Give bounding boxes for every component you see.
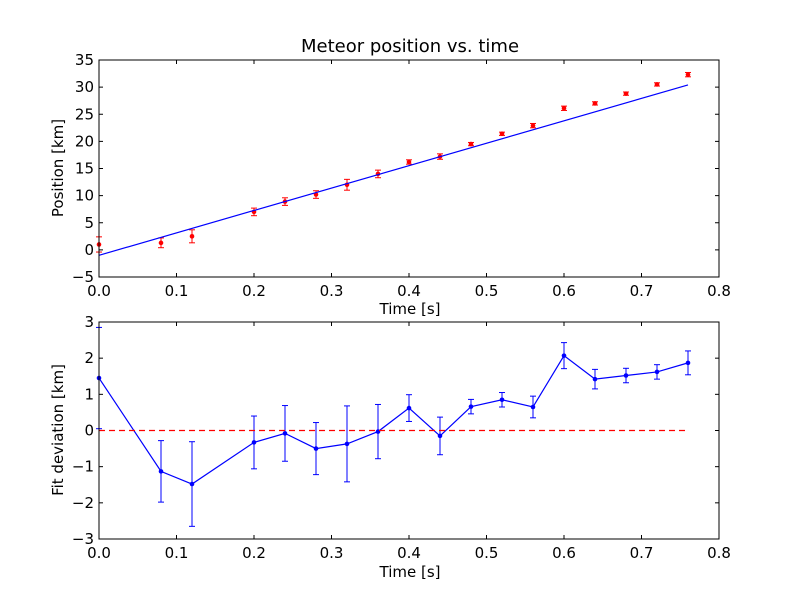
data-point [437,433,443,439]
data-point [561,105,567,111]
x-tick-label: 0.6 [552,544,576,562]
data-point [685,72,691,77]
data-point [623,373,629,378]
data-point [344,441,350,447]
x-tick-label: 0.5 [475,282,499,300]
y-tick-label: 35 [75,51,94,69]
data-point [251,440,257,445]
data-point [654,82,660,87]
y-tick-label: 10 [75,187,94,205]
x-tick-label: 0.0 [87,544,111,562]
data-point [592,376,598,382]
y-tick-label: −5 [72,268,94,286]
y-axis-label: Fit deviation [km] [49,364,67,496]
deviation-chart: Time [s] Fit deviation [km] 0.0 0.1 0.2 0.3… [49,313,731,581]
data-point [499,397,505,403]
deviation-line [98,354,689,485]
x-axis-label: Time [s] [379,300,441,318]
plot-frame [98,321,720,540]
y-tick-label: 1 [84,385,94,403]
data-point [282,431,288,436]
data-point [313,446,319,451]
y-tick-label: −2 [72,494,94,512]
x-tick-label: 0.8 [707,544,731,562]
y-tick-label: 25 [75,105,94,123]
x-tick-label: 0.2 [242,282,266,300]
data-point [499,131,505,137]
data-point [561,353,567,358]
fit-line [98,84,689,256]
chart-title: Meteor position vs. time [301,36,519,57]
data-point [468,404,474,409]
y-tick-label: 5 [84,214,94,232]
x-tick-label: 0.4 [397,544,421,562]
x-tick-label: 0.4 [397,282,421,300]
x-tick-label: 0.5 [475,544,499,562]
x-tick-label: 0.8 [707,282,731,300]
x-tick-label: 0.1 [165,544,189,562]
y-tick-label: −1 [72,458,94,476]
y-tick-label: 0 [84,241,94,259]
position-chart: Meteor position vs. time Time [s] Positi… [49,36,731,318]
y-axis-label: Position [km] [49,119,67,217]
x-tick-label: 0.1 [165,282,189,300]
data-point [189,234,195,239]
data-point [530,404,536,410]
data-point [623,91,629,96]
plot-frame [98,59,720,278]
data-point [406,159,412,165]
x-axis-label: Time [s] [379,563,441,581]
y-tick-label: 3 [84,313,94,331]
y-tick-label: −3 [72,530,94,548]
data-point [468,141,474,147]
data-point [158,240,164,246]
x-tick-label: 0.7 [630,544,654,562]
data-point [654,369,660,375]
data-point [158,469,164,474]
data-point [189,481,195,487]
y-tick-label: 30 [75,78,94,96]
y-tick-label: 20 [75,132,94,150]
x-tick-label: 0.7 [630,282,654,300]
data-point [406,405,412,411]
data-point [592,101,598,106]
data-point [530,123,536,128]
y-tick-label: 15 [75,160,94,178]
x-tick-label: 0.3 [320,282,344,300]
x-tick-label: 0.6 [552,282,576,300]
x-tick-label: 0.3 [320,544,344,562]
x-tick-label: 0.2 [242,544,266,562]
y-tick-label: 0 [84,422,94,440]
y-tick-label: 2 [84,349,94,367]
data-point [685,360,691,366]
x-tick-label: 0.0 [87,282,111,300]
